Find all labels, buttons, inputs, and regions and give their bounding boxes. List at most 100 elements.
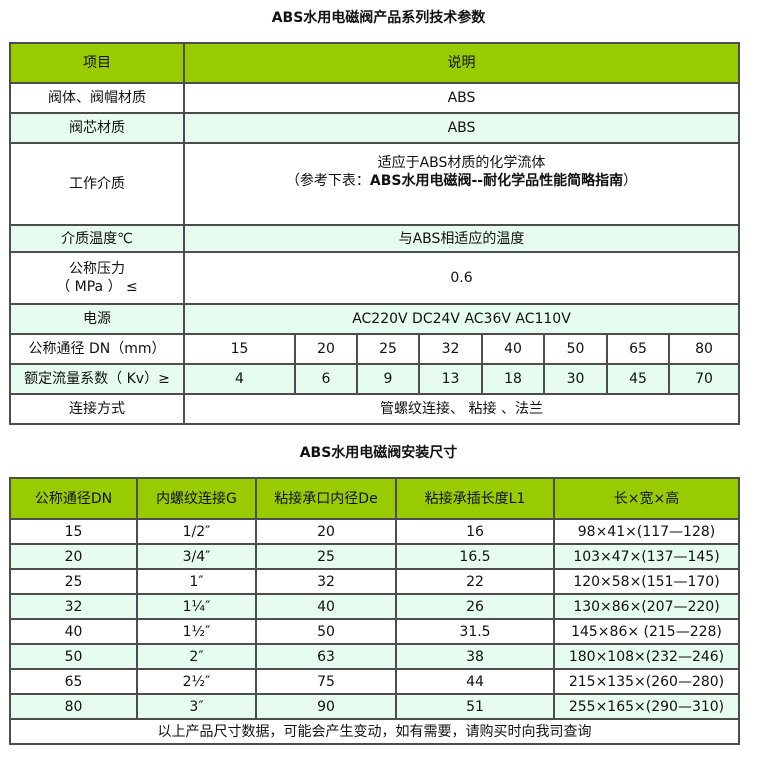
socket-diameter-cell: 75 — [255, 668, 397, 695]
dn-cell: 25 — [356, 333, 420, 365]
spec-row-temperature: 介质温度℃ 与ABS相适应的温度 — [9, 224, 740, 253]
socket-diameter-cell: 32 — [255, 568, 397, 595]
row-value: ABS — [183, 112, 740, 144]
row-label: 阀芯材质 — [9, 112, 185, 144]
socket-diameter-cell: 20 — [255, 518, 397, 545]
row-label: 公称压力 （ MPa ） ≤ — [9, 251, 185, 305]
dn-cell: 65 — [9, 668, 138, 695]
socket-length-cell: 31.5 — [395, 618, 555, 645]
medium-prefix: （参考下表： — [285, 173, 370, 189]
size-table-row: 25 1″ 32 22 120×58×(151—170) — [9, 568, 740, 595]
size-header-row: 公称通径DN 内螺纹连接G 粘接承口内径De 粘接承插长度L1 长×宽×高 — [9, 477, 740, 520]
dn-cell: 32 — [9, 593, 138, 620]
size-footer-note: 以上产品尺寸数据，可能会产生变动，如有需要，请购买时向我司查询 — [9, 718, 740, 745]
dn-cell: 20 — [294, 333, 358, 365]
size-table-row: 50 2″ 63 38 180×108×(232—246) — [9, 643, 740, 670]
spec-row-kv: 额定流量系数（ Kv）≥ 4 6 9 13 18 30 45 70 — [9, 363, 740, 395]
kv-cell: 30 — [543, 363, 608, 395]
size-table-row: 40 1½″ 50 31.5 145×86× (215—228) — [9, 618, 740, 645]
row-value: 管螺纹连接、 粘接 、法兰 — [183, 393, 740, 425]
spec-table: 项目 说明 阀体、阀帽材质 ABS 阀芯材质 ABS 工作介质 适应于ABS材质… — [9, 42, 740, 425]
size-table-row: 80 3″ 90 51 255×165×(290—310) — [9, 693, 740, 720]
header-socket-diameter: 粘接承口内径De — [255, 477, 397, 520]
spec-table-title: ABS水用电磁阀产品系列技术参数 — [271, 10, 486, 26]
dn-cell: 50 — [543, 333, 608, 365]
socket-length-cell: 16 — [395, 518, 555, 545]
row-value: 0.6 — [183, 251, 740, 305]
socket-diameter-cell: 40 — [255, 593, 397, 620]
dimensions-cell: 215×135×(260—280) — [553, 668, 740, 695]
thread-cell: 3″ — [136, 693, 257, 720]
dn-cell: 65 — [606, 333, 670, 365]
row-label: 工作介质 — [9, 142, 185, 226]
size-table-row: 65 2½″ 75 44 215×135×(260—280) — [9, 668, 740, 695]
kv-cell: 9 — [356, 363, 420, 395]
socket-length-cell: 26 — [395, 593, 555, 620]
row-label: 介质温度℃ — [9, 224, 185, 253]
size-table-row: 20 3/4″ 25 16.5 103×47×(137—145) — [9, 543, 740, 570]
dn-cell: 40 — [9, 618, 138, 645]
row-label: 连接方式 — [9, 393, 185, 425]
spec-row-core-material: 阀芯材质 ABS — [9, 112, 740, 144]
kv-cell: 18 — [481, 363, 545, 395]
row-value: AC220V DC24V AC36V AC110V — [183, 303, 740, 335]
dimensions-cell: 103×47×(137—145) — [553, 543, 740, 570]
kv-cell: 13 — [418, 363, 483, 395]
socket-length-cell: 16.5 — [395, 543, 555, 570]
row-value: ABS — [183, 82, 740, 114]
socket-diameter-cell: 90 — [255, 693, 397, 720]
thread-cell: 2½″ — [136, 668, 257, 695]
header-dimensions: 长×宽×高 — [553, 477, 740, 520]
dn-cell: 15 — [9, 518, 138, 545]
row-label: 阀体、阀帽材质 — [9, 82, 185, 114]
dimensions-cell: 255×165×(290—310) — [553, 693, 740, 720]
spec-header-row: 项目 说明 — [9, 42, 740, 84]
dimensions-cell: 145×86× (215—228) — [553, 618, 740, 645]
thread-cell: 1″ — [136, 568, 257, 595]
socket-length-cell: 51 — [395, 693, 555, 720]
pressure-label-line1: 公称压力 — [69, 261, 125, 277]
dimensions-cell: 180×108×(232—246) — [553, 643, 740, 670]
thread-cell: 1½″ — [136, 618, 257, 645]
dn-cell: 32 — [418, 333, 483, 365]
pressure-label-line2: （ MPa ） ≤ — [56, 279, 138, 295]
row-value: 与ABS相适应的温度 — [183, 224, 740, 253]
dimensions-cell: 120×58×(151—170) — [553, 568, 740, 595]
spec-row-power: 电源 AC220V DC24V AC36V AC110V — [9, 303, 740, 335]
socket-length-cell: 22 — [395, 568, 555, 595]
header-item: 项目 — [9, 42, 185, 84]
size-footer-row: 以上产品尺寸数据，可能会产生变动，如有需要，请购买时向我司查询 — [9, 718, 740, 745]
spec-row-body-material: 阀体、阀帽材质 ABS — [9, 82, 740, 114]
socket-diameter-cell: 50 — [255, 618, 397, 645]
dn-cell: 20 — [9, 543, 138, 570]
kv-cell: 6 — [294, 363, 358, 395]
thread-cell: 1¼″ — [136, 593, 257, 620]
dn-cell: 25 — [9, 568, 138, 595]
dn-cell: 40 — [481, 333, 545, 365]
socket-length-cell: 38 — [395, 643, 555, 670]
spec-row-connection: 连接方式 管螺纹连接、 粘接 、法兰 — [9, 393, 740, 425]
size-table-row: 32 1¼″ 40 26 130×86×(207—220) — [9, 593, 740, 620]
header-socket-length: 粘接承插长度L1 — [395, 477, 555, 520]
size-table-title: ABS水用电磁阀安装尺寸 — [299, 445, 458, 461]
size-table-row: 15 1/2″ 20 16 98×41×(117—128) — [9, 518, 740, 545]
header-thread: 内螺纹连接G — [136, 477, 257, 520]
row-label: 公称通径 DN（mm） — [9, 333, 185, 365]
socket-length-cell: 44 — [395, 668, 555, 695]
medium-line1: 适应于ABS材质的化学流体 — [377, 155, 546, 171]
dimensions-cell: 98×41×(117—128) — [553, 518, 740, 545]
spec-row-pressure: 公称压力 （ MPa ） ≤ 0.6 — [9, 251, 740, 305]
medium-line2: （参考下表：ABS水用电磁阀--耐化学品性能简略指南） — [185, 172, 738, 190]
kv-cell: 4 — [183, 363, 296, 395]
socket-diameter-cell: 63 — [255, 643, 397, 670]
header-dn: 公称通径DN — [9, 477, 138, 520]
thread-cell: 1/2″ — [136, 518, 257, 545]
row-label: 电源 — [9, 303, 185, 335]
dn-cell: 15 — [183, 333, 296, 365]
spec-row-medium: 工作介质 适应于ABS材质的化学流体 （参考下表：ABS水用电磁阀--耐化学品性… — [9, 142, 740, 226]
dn-cell: 80 — [668, 333, 740, 365]
kv-cell: 70 — [668, 363, 740, 395]
thread-cell: 2″ — [136, 643, 257, 670]
chemical-guide-reference: ABS水用电磁阀--耐化学品性能简略指南 — [369, 173, 624, 189]
row-label: 额定流量系数（ Kv）≥ — [9, 363, 185, 395]
